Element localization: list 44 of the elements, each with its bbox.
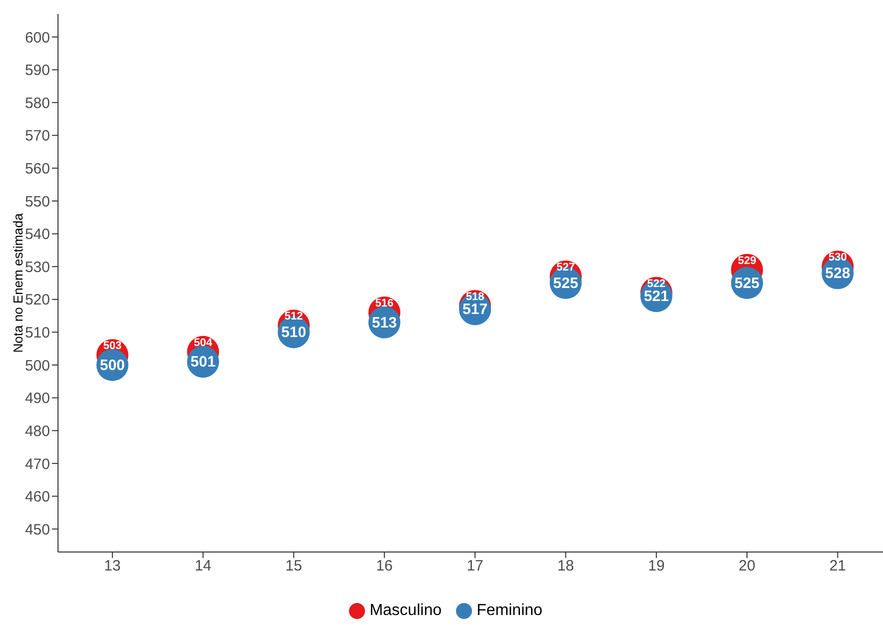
data-label: 522 xyxy=(647,278,666,290)
y-tick-label: 530 xyxy=(24,258,50,276)
y-tick-label: 520 xyxy=(24,292,50,309)
x-tick-label: 14 xyxy=(194,558,212,575)
data-label: 521 xyxy=(644,288,669,306)
x-tick-label: 20 xyxy=(738,558,756,575)
y-tick-label: 490 xyxy=(24,390,50,408)
x-tick-label: 17 xyxy=(466,558,484,575)
data-label: 510 xyxy=(281,324,306,342)
y-tick-label: 460 xyxy=(24,488,50,506)
data-label: 518 xyxy=(466,290,484,303)
data-label: 513 xyxy=(372,314,397,332)
data-label: 530 xyxy=(828,252,847,264)
x-tick-label: 21 xyxy=(829,558,846,575)
y-tick-label: 550 xyxy=(24,193,50,210)
y-tick-label: 590 xyxy=(24,62,50,80)
x-tick-label: 15 xyxy=(285,558,302,575)
y-tick-label: 500 xyxy=(24,357,50,374)
data-label: 525 xyxy=(734,275,760,292)
x-tick-label: 18 xyxy=(557,558,574,575)
data-label: 516 xyxy=(375,298,394,310)
y-tick-label: 580 xyxy=(24,94,50,112)
y-tick-label: 570 xyxy=(24,128,50,145)
y-tick-label: 480 xyxy=(24,422,50,440)
data-label: 525 xyxy=(553,275,578,292)
data-label: 529 xyxy=(738,254,756,267)
y-tick-label: 470 xyxy=(24,456,50,473)
legend-label: Feminino xyxy=(476,602,542,620)
x-tick-label: 16 xyxy=(376,558,393,575)
x-tick-label: 13 xyxy=(104,558,121,575)
data-label: 528 xyxy=(825,265,850,282)
y-tick-label: 600 xyxy=(24,29,50,46)
legend-label: Masculino xyxy=(370,602,442,620)
data-label: 500 xyxy=(100,357,125,374)
y-tick-label: 450 xyxy=(24,521,50,538)
data-label: 501 xyxy=(190,354,216,371)
y-tick-label: 540 xyxy=(24,226,50,244)
data-label: 517 xyxy=(462,301,488,318)
data-label: 504 xyxy=(194,336,214,349)
x-tick-label: 19 xyxy=(648,558,665,575)
y-tick-label: 560 xyxy=(24,160,50,178)
y-axis-title: Nota no Enem estimada xyxy=(10,212,26,353)
data-label: 503 xyxy=(103,340,122,352)
y-tick-label: 510 xyxy=(24,324,50,342)
